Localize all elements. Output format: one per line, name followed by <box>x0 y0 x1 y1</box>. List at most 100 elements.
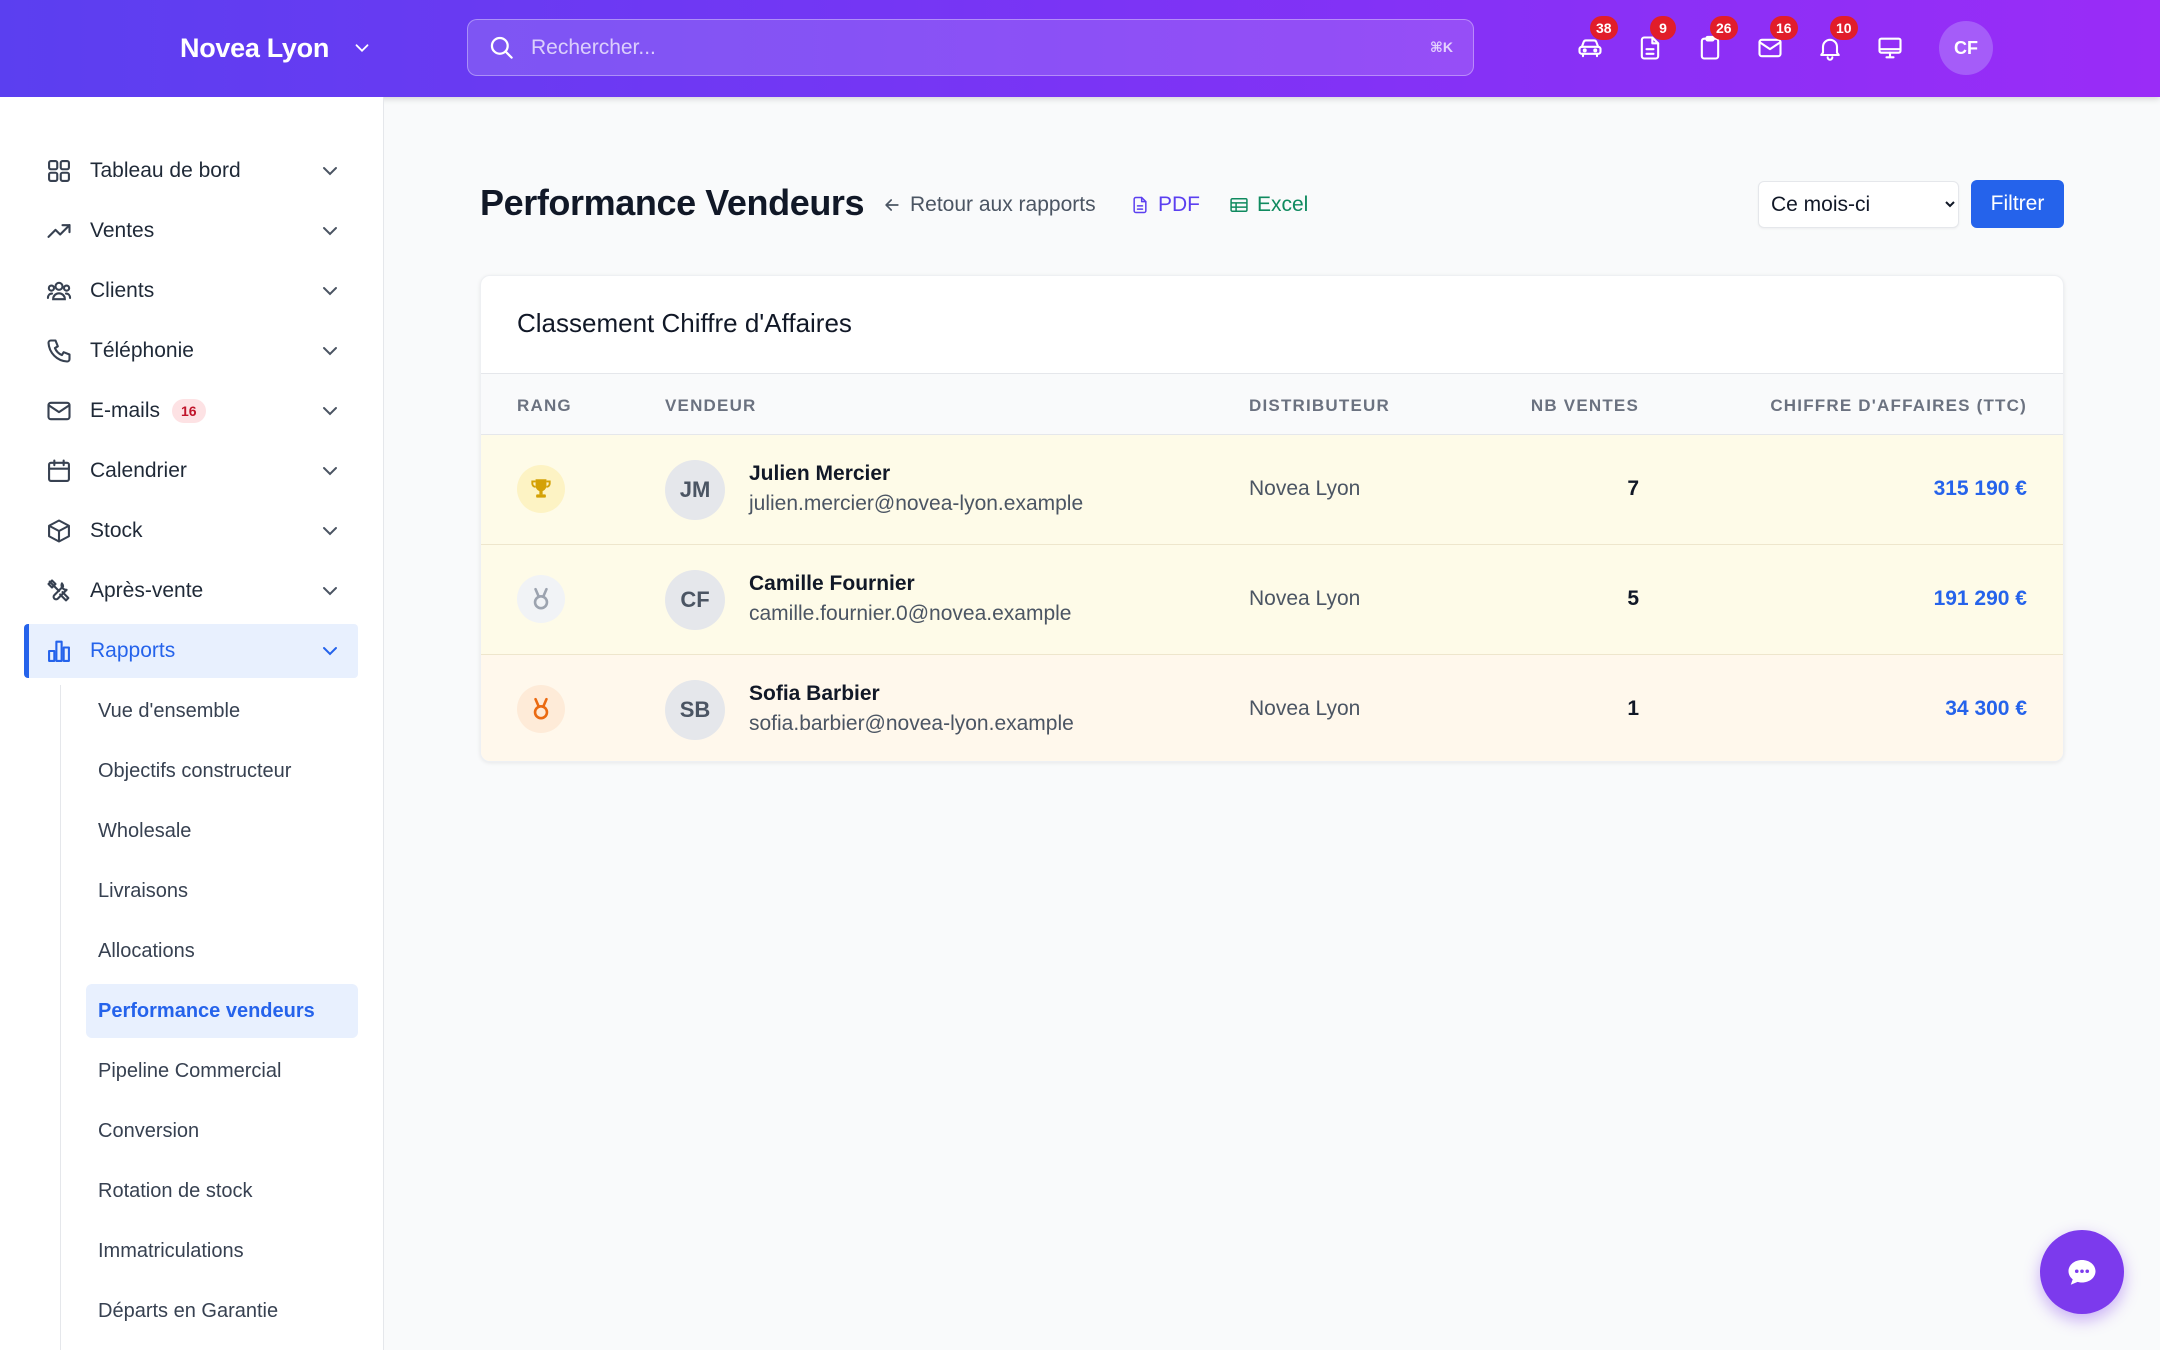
bell-icon <box>1820 38 1840 61</box>
vendor-avatar: CF <box>665 570 725 630</box>
rank-badge <box>517 575 565 623</box>
sidebar-item-reports[interactable]: Rapports <box>24 624 358 678</box>
sidebar-item-label: Après-vente <box>90 579 204 602</box>
column-header: DISTRIBUTEUR <box>1249 396 1390 415</box>
calendar-icon <box>44 456 74 486</box>
distributor-cell: Novea Lyon <box>1249 697 1361 720</box>
phone-icon <box>44 336 74 366</box>
user-avatar[interactable]: CF <box>1939 21 1993 75</box>
vendor-avatar: JM <box>665 460 725 520</box>
notification-badge: 26 <box>1710 16 1738 40</box>
rank-badge <box>517 685 565 733</box>
chat-icon <box>2068 1260 2096 1285</box>
chevron-down-icon <box>323 467 337 476</box>
export-pdf-button[interactable]: PDF <box>1130 190 1200 220</box>
search-icon <box>490 36 513 59</box>
revenue-cell: 34 300 € <box>1945 697 2027 720</box>
subnav-manufacturer-targets[interactable]: Objectifs constructeur <box>98 759 292 782</box>
subnav-overview[interactable]: Vue d'ensemble <box>98 699 241 722</box>
vendor-name: Camille Fournier <box>749 572 915 595</box>
sidebar-item-calendar[interactable]: Calendrier <box>24 444 358 498</box>
chevron-down-icon <box>323 527 337 536</box>
medal-icon <box>533 697 549 720</box>
sidebar: Tableau de bord Ventes Clients Téléphoni… <box>0 97 384 1350</box>
column-header: RANG <box>517 396 572 415</box>
period-select[interactable]: Ce mois-ci <box>1758 181 1959 228</box>
bar-chart-icon <box>44 636 74 666</box>
subnav-conversion[interactable]: Conversion <box>98 1119 200 1142</box>
brand-switcher[interactable]: Novea Lyon <box>180 28 373 68</box>
search-input[interactable] <box>531 35 1430 60</box>
vendor-email: camille.fournier.0@novea.example <box>749 602 1072 625</box>
chevron-down-icon <box>323 647 337 656</box>
notification-badge: 10 <box>1830 16 1858 40</box>
sales-count-cell: 1 <box>1627 697 1639 720</box>
subnav-sales-performance[interactable]: Performance vendeurs <box>86 984 358 1038</box>
top-bar: Novea Lyon ⌘K 38 9 26 16 10 CF <box>0 0 2160 97</box>
pdf-label: PDF <box>1158 193 1200 216</box>
tasks-button[interactable]: 26 <box>1692 16 1738 66</box>
sidebar-item-dashboard[interactable]: Tableau de bord <box>24 144 358 198</box>
search-bar[interactable]: ⌘K <box>467 19 1474 76</box>
notification-badge: 16 <box>1770 16 1798 40</box>
arrow-left-icon <box>885 199 899 211</box>
mail-icon <box>1758 38 1782 58</box>
table-row[interactable]: SB Sofia Barbier sofia.barbier@novea-lyo… <box>481 655 2063 761</box>
sidebar-item-label: E-mails <box>90 399 161 422</box>
notification-badge: 38 <box>1590 16 1618 40</box>
table-row[interactable]: CF Camille Fournier camille.fournier.0@n… <box>481 545 2063 655</box>
back-link-label: Retour aux rapports <box>910 193 1096 216</box>
trophy-icon <box>531 479 551 498</box>
subnav-stock-rotation[interactable]: Rotation de stock <box>98 1179 253 1202</box>
monitor-icon <box>1878 37 1902 59</box>
subnav-deliveries[interactable]: Livraisons <box>98 879 189 902</box>
sidebar-item-label: Stock <box>90 519 143 542</box>
distributor-cell: Novea Lyon <box>1249 587 1361 610</box>
sidebar-item-label: Téléphonie <box>90 339 194 362</box>
back-to-reports-link[interactable]: Retour aux rapports <box>882 190 1096 220</box>
display-button[interactable] <box>1872 30 1908 66</box>
sidebar-item-label: Rapports <box>90 639 176 662</box>
vendor-name: Sofia Barbier <box>749 682 880 705</box>
car-icon <box>1578 39 1602 58</box>
chevron-down-icon <box>323 287 337 296</box>
mail-button[interactable]: 16 <box>1752 16 1798 66</box>
sidebar-item-label: Clients <box>90 279 155 302</box>
sidebar-item-sales[interactable]: Ventes <box>24 204 358 258</box>
chat-fab-button[interactable] <box>2040 1230 2124 1314</box>
subnav-pipeline[interactable]: Pipeline Commercial <box>98 1059 282 1082</box>
revenue-cell: 191 290 € <box>1933 587 2027 610</box>
subnav-warranty-departures[interactable]: Départs en Garantie <box>98 1299 279 1322</box>
clipboard-icon <box>1700 35 1720 60</box>
subnav-registrations[interactable]: Immatriculations <box>98 1239 244 1262</box>
subnav-allocations[interactable]: Allocations <box>98 939 195 962</box>
vendor-email: sofia.barbier@novea-lyon.example <box>749 712 1074 735</box>
documents-button[interactable]: 9 <box>1632 16 1676 66</box>
sales-count-cell: 5 <box>1627 587 1639 610</box>
chevron-down-icon <box>323 227 337 236</box>
vendor-name: Julien Mercier <box>749 462 891 485</box>
sidebar-item-stock[interactable]: Stock <box>24 504 358 558</box>
medal-icon <box>533 587 549 610</box>
sidebar-item-emails[interactable]: E-mails 16 <box>24 384 358 438</box>
distributor-cell: Novea Lyon <box>1249 477 1361 500</box>
card-title: Classement Chiffre d'Affaires <box>517 308 852 338</box>
sidebar-item-clients[interactable]: Clients <box>24 264 358 318</box>
excel-label: Excel <box>1257 193 1309 216</box>
page-title: Performance Vendeurs <box>480 182 865 223</box>
chevron-down-icon <box>323 587 337 596</box>
box-icon <box>44 516 74 546</box>
sidebar-item-after-sales[interactable]: Après-vente <box>24 564 358 618</box>
filter-button[interactable]: Filtrer <box>1971 180 2064 228</box>
sidebar-item-telephony[interactable]: Téléphonie <box>24 324 358 378</box>
notification-badge: 9 <box>1650 16 1676 40</box>
table-row[interactable]: JM Julien Mercier julien.mercier@novea-l… <box>481 435 2063 545</box>
car-button[interactable]: 38 <box>1572 16 1618 66</box>
notifications-button[interactable]: 10 <box>1812 16 1858 66</box>
rank-badge <box>517 465 565 513</box>
document-icon <box>1640 36 1660 60</box>
export-excel-button[interactable]: Excel <box>1229 190 1308 220</box>
table-header: RANG VENDEUR DISTRIBUTEUR NB VENTES CHIF… <box>481 373 2063 435</box>
subnav-wholesale[interactable]: Wholesale <box>98 819 192 842</box>
chevron-down-icon <box>323 167 337 176</box>
